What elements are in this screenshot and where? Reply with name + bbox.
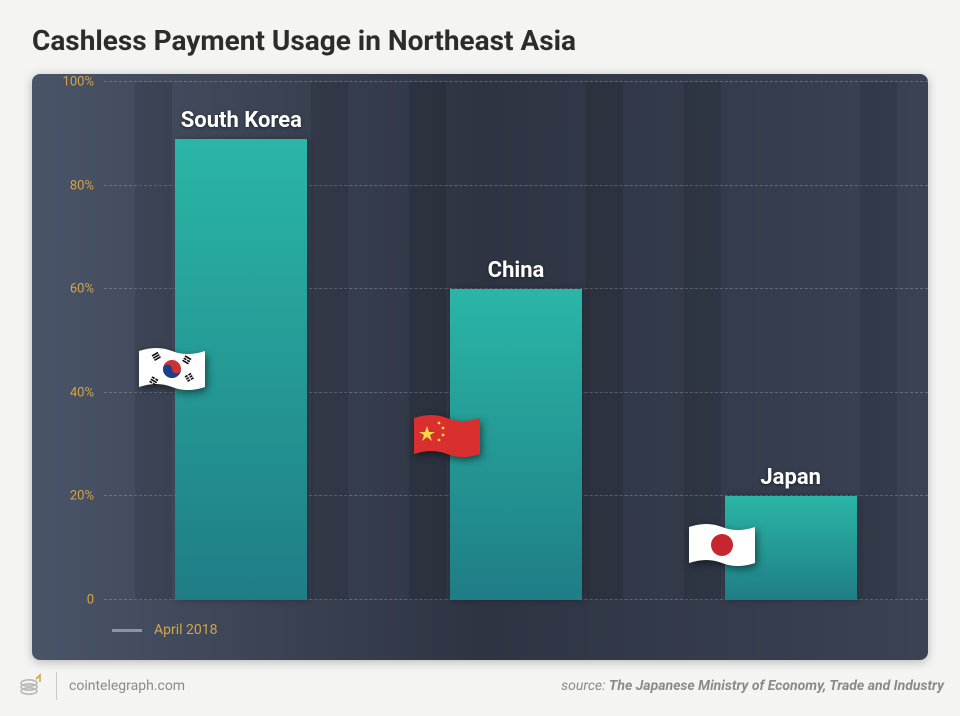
gridline <box>104 81 928 82</box>
footer: cointelegraph.com source: The Japanese M… <box>16 668 944 704</box>
source-value: The Japanese Ministry of Economy, Trade … <box>609 678 944 694</box>
chart-title: Cashless Payment Usage in Northeast Asia <box>16 16 944 69</box>
kr-flag-icon <box>137 345 207 393</box>
background-stripe <box>409 82 446 600</box>
bar-label: China <box>488 258 545 283</box>
y-tick-label: 60% <box>70 282 94 297</box>
source-line: source: The Japanese Ministry of Economy… <box>561 678 944 694</box>
background-stripe <box>311 82 348 600</box>
bar-label: Japan <box>760 465 821 490</box>
footer-divider <box>56 672 57 700</box>
jp-flag-icon <box>687 521 757 569</box>
y-tick-label: 100% <box>63 75 94 90</box>
background-stripe <box>860 82 897 600</box>
background-stripe <box>135 82 172 600</box>
chart-container: 020%40%60%80%100% South KoreaChinaJapan … <box>32 74 928 660</box>
cn-flag-icon <box>412 412 482 460</box>
bar-label: South Korea <box>181 108 302 133</box>
legend: April 2018 <box>112 622 218 638</box>
legend-label: April 2018 <box>154 622 218 638</box>
y-tick-label: 20% <box>70 489 94 504</box>
y-tick-label: 0 <box>87 593 94 608</box>
y-tick-label: 80% <box>70 178 94 193</box>
cointelegraph-logo-icon <box>16 672 44 700</box>
background-stripe <box>586 82 623 600</box>
source-label: source: <box>561 678 609 694</box>
y-tick-label: 40% <box>70 385 94 400</box>
y-axis: 020%40%60%80%100% <box>32 82 104 600</box>
site-credit: cointelegraph.com <box>69 678 185 694</box>
legend-swatch <box>112 629 142 632</box>
plot-area: South Korea China Japan <box>104 82 928 600</box>
